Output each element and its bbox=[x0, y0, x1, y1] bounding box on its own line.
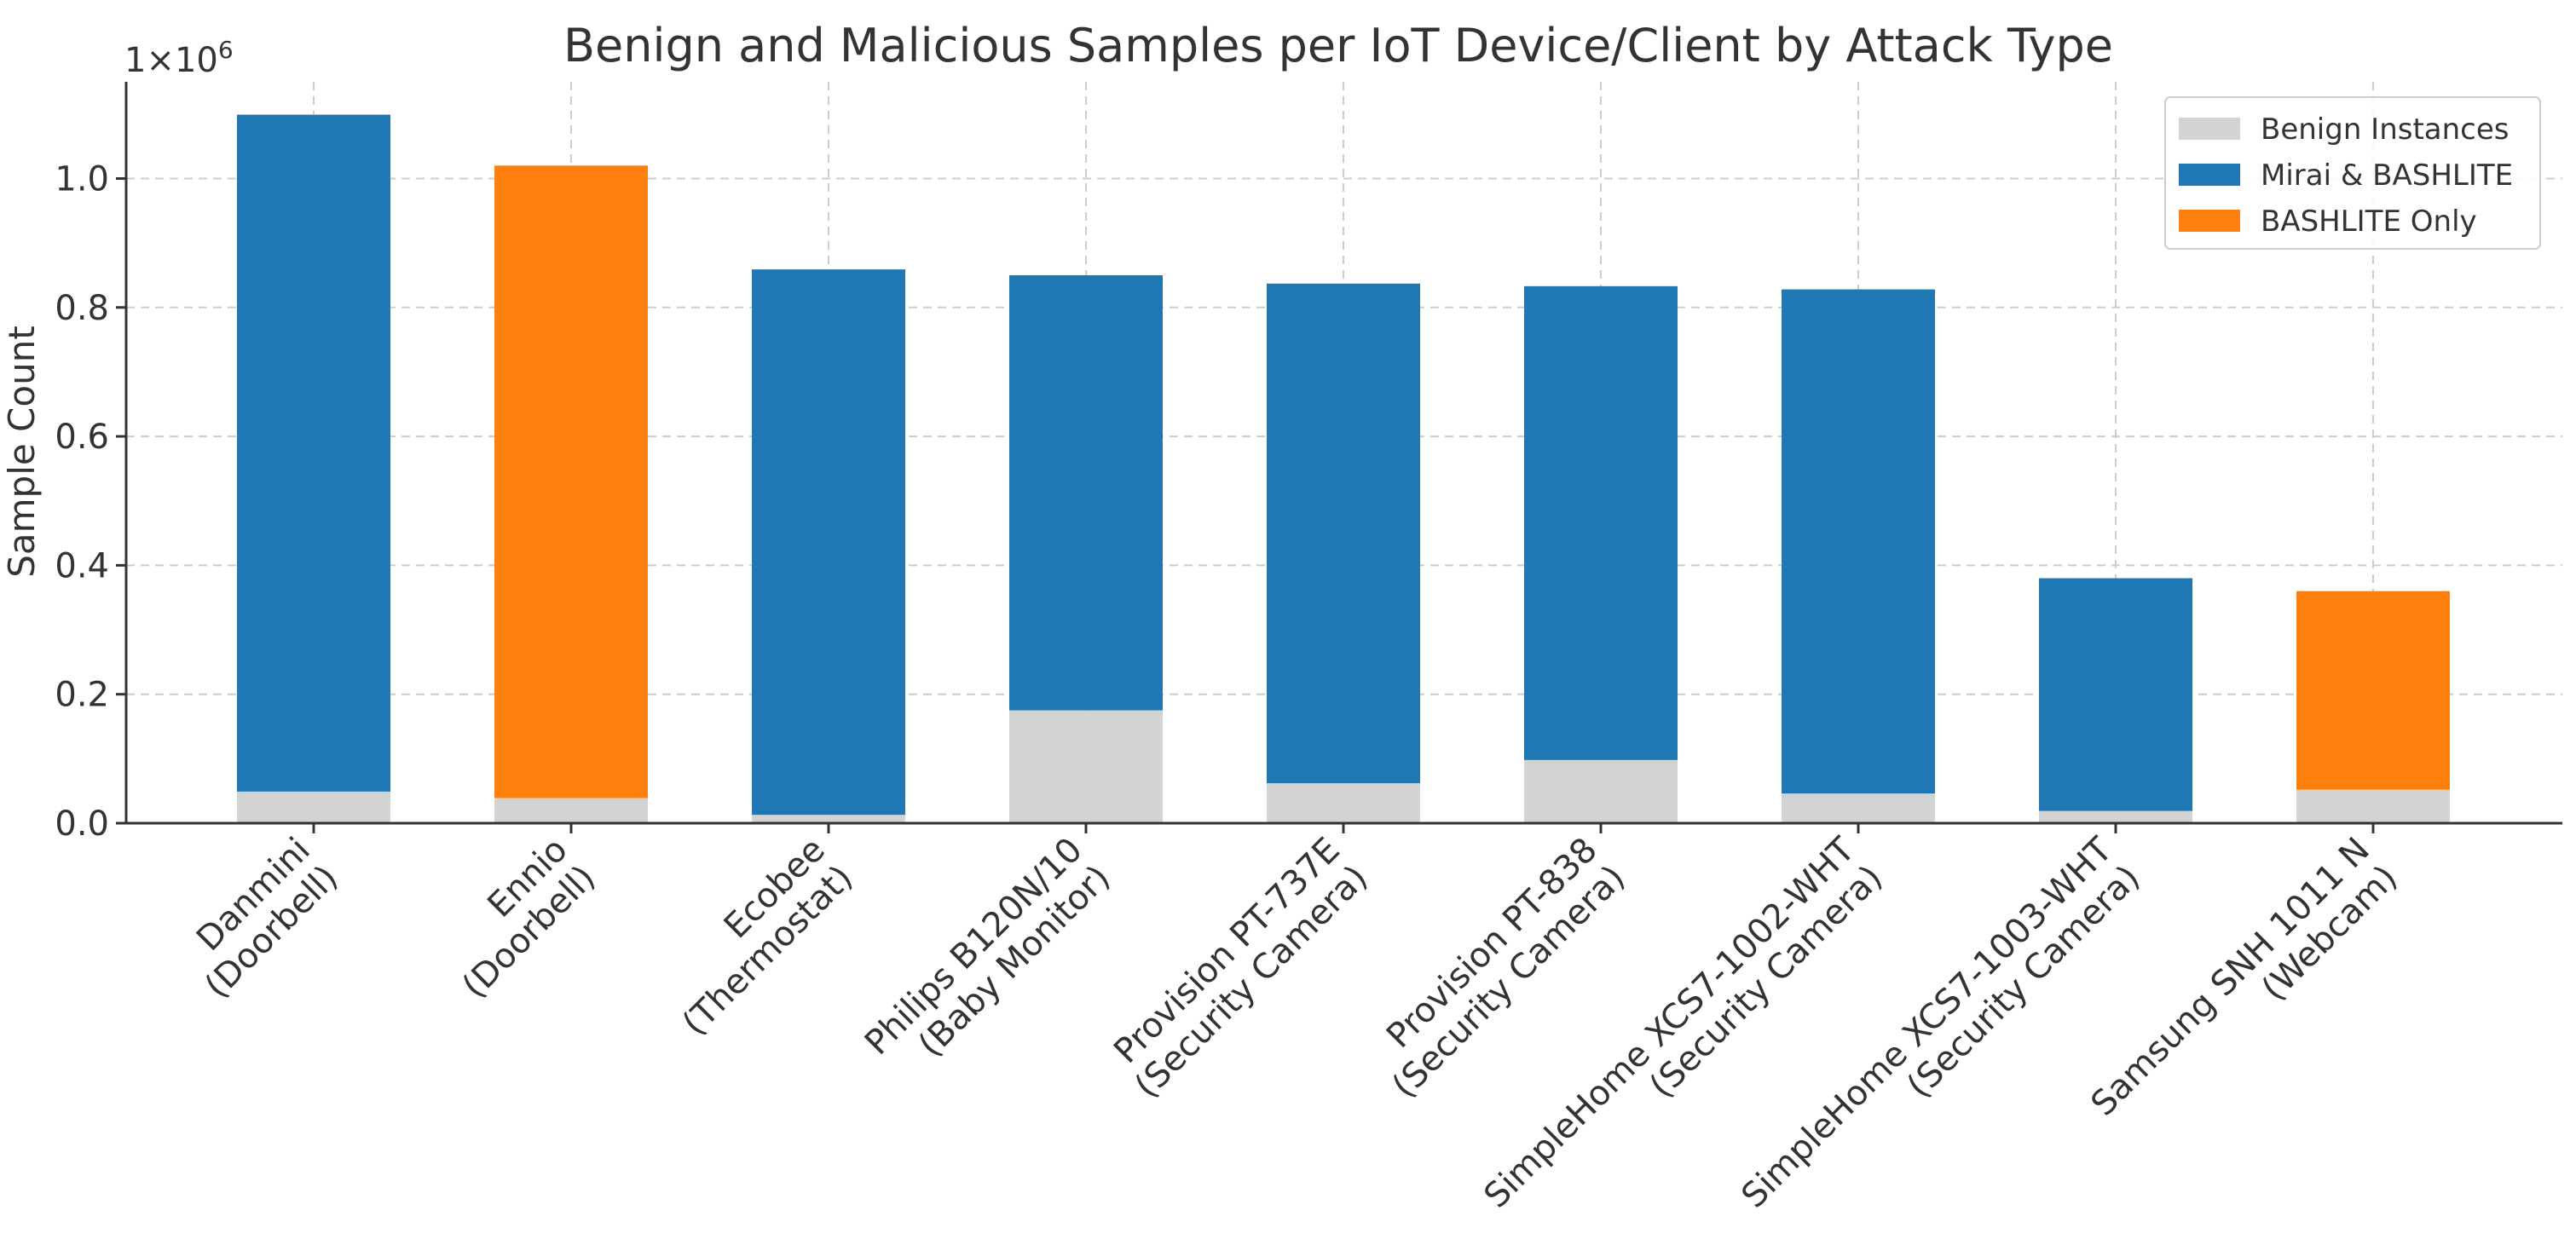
bar-segment bbox=[2039, 810, 2192, 823]
bar-segment bbox=[1782, 289, 1935, 794]
bar-segment bbox=[494, 165, 648, 798]
x-tick-label: Provision PT-838(Security Camera) bbox=[1357, 830, 1632, 1105]
bar-segment bbox=[752, 269, 905, 816]
legend-swatch bbox=[2179, 164, 2240, 186]
legend-frame bbox=[2164, 96, 2541, 250]
bar-segment bbox=[2039, 578, 2192, 811]
y-multiplier-base: 1×10 bbox=[124, 41, 218, 80]
bar-segment bbox=[1267, 283, 1420, 784]
y-tick-label: 0.2 bbox=[55, 676, 109, 715]
x-tick-label-line: Provision PT-737E bbox=[1106, 830, 1348, 1071]
x-tick-label: Danmini(Doorbell) bbox=[170, 830, 345, 1006]
bars bbox=[237, 114, 2450, 823]
y-multiplier-exponent: 6 bbox=[218, 36, 234, 64]
legend-swatch bbox=[2179, 210, 2240, 232]
legend-label: BASHLITE Only bbox=[2261, 205, 2477, 239]
y-axis-multiplier: 1×106 bbox=[124, 36, 234, 80]
y-tick-label: 0.8 bbox=[55, 289, 109, 328]
chart-title: Benign and Malicious Samples per IoT Dev… bbox=[563, 19, 2113, 72]
y-tick-label: 0.4 bbox=[55, 546, 109, 585]
y-tick-label: 0.0 bbox=[55, 804, 109, 844]
y-axis-label: Sample Count bbox=[1, 326, 43, 578]
x-tick-label: Ennio(Doorbell) bbox=[427, 830, 603, 1006]
x-tick-label: Provision PT-737E(Security Camera) bbox=[1100, 830, 1375, 1105]
x-tick-label: Ecobee(Thermostat) bbox=[647, 830, 860, 1043]
bar-segment bbox=[2296, 591, 2450, 790]
bar-segment bbox=[494, 798, 648, 823]
legend-label: Benign Instances bbox=[2261, 112, 2510, 147]
y-tick-label: 1.0 bbox=[55, 159, 109, 199]
legend: Benign Instances Mirai & BASHLITE BASHLITE… bbox=[2164, 96, 2541, 250]
legend-swatch bbox=[2179, 118, 2240, 140]
y-tick-label: 0.6 bbox=[55, 418, 109, 457]
bar-segment bbox=[237, 791, 390, 823]
bar-segment bbox=[1524, 285, 1678, 760]
bar-segment bbox=[2296, 789, 2450, 823]
x-tick-label: Philips B120N/10(Baby Monitor) bbox=[858, 830, 1118, 1090]
legend-label: Mirai & BASHLITE bbox=[2261, 159, 2513, 193]
x-tick-label-line: (Security Camera) bbox=[1128, 858, 1376, 1106]
bar-segment bbox=[237, 114, 390, 792]
bar-segment bbox=[1009, 274, 1163, 711]
bar-segment bbox=[1782, 793, 1935, 823]
y-ticks: 0.0 0.2 0.4 0.6 0.8 1.0 bbox=[55, 159, 126, 844]
bar-segment bbox=[1009, 710, 1163, 823]
bar-segment bbox=[1524, 759, 1678, 823]
x-ticks: Danmini(Doorbell) Ennio(Doorbell) Ecobee(T… bbox=[170, 823, 2405, 1216]
bar-segment bbox=[752, 815, 905, 823]
bar-segment bbox=[1267, 783, 1420, 823]
